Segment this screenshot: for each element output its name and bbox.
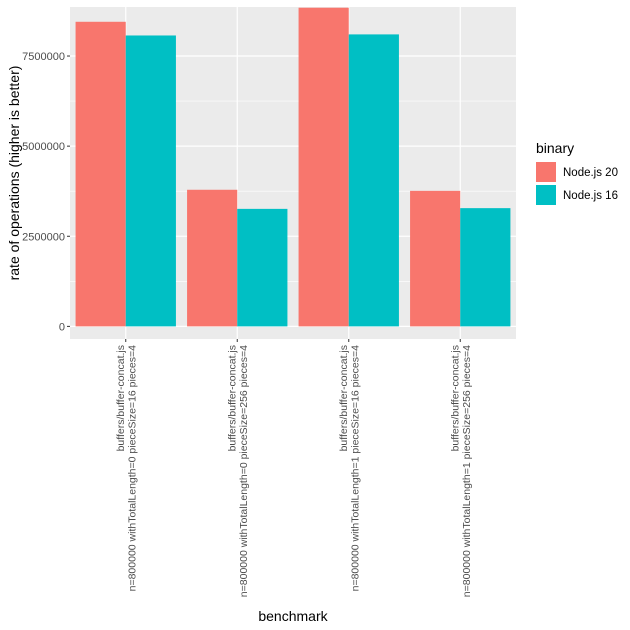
bars (75, 7, 511, 327)
legend-key (536, 162, 556, 182)
legend-items: Node.js 20 Node.js 16 (536, 162, 618, 205)
legend-label: Node.js 16 (563, 190, 618, 202)
x-tick-label: n=800000 withTotalLength=0 pieceSize=16 … (127, 345, 139, 592)
x-tick-label: buffers/buffer-concat.js (450, 345, 462, 451)
bar (125, 35, 176, 327)
bar (460, 208, 511, 327)
legend-title: binary (536, 140, 574, 156)
bar (410, 190, 461, 327)
bar (348, 34, 399, 327)
x-tick-label: buffers/buffer-concat.js (338, 345, 350, 451)
x-tick-label: buffers/buffer-concat.js (115, 345, 127, 451)
x-tick-label: n=800000 withTotalLength=1 pieceSize=16 … (350, 345, 362, 592)
bar (75, 21, 126, 327)
legend-key (536, 185, 556, 205)
bar (237, 208, 288, 327)
x-tick-label: n=800000 withTotalLength=0 pieceSize=256… (238, 345, 250, 597)
bar (298, 7, 349, 327)
x-axis-title: benchmark (258, 608, 328, 624)
x-axis-ticks: buffers/buffer-concat.js n=800000 withTot… (115, 339, 473, 597)
y-tick-label: 0 (59, 321, 65, 333)
y-tick-label: 2500000 (22, 231, 65, 243)
y-axis-ticks: 0 2500000 5000000 7500000 (22, 51, 70, 333)
y-tick-label: 5000000 (22, 141, 65, 153)
legend: binary Node.js 20 Node.js 16 (536, 140, 618, 205)
x-tick-label: buffers/buffer-concat.js (227, 345, 239, 451)
x-tick-label: n=800000 withTotalLength=1 pieceSize=256… (461, 345, 473, 597)
y-axis-title: rate of operations (higher is better) (6, 66, 22, 281)
legend-label: Node.js 20 (563, 167, 618, 179)
bar (187, 189, 238, 327)
y-tick-label: 7500000 (22, 51, 65, 63)
